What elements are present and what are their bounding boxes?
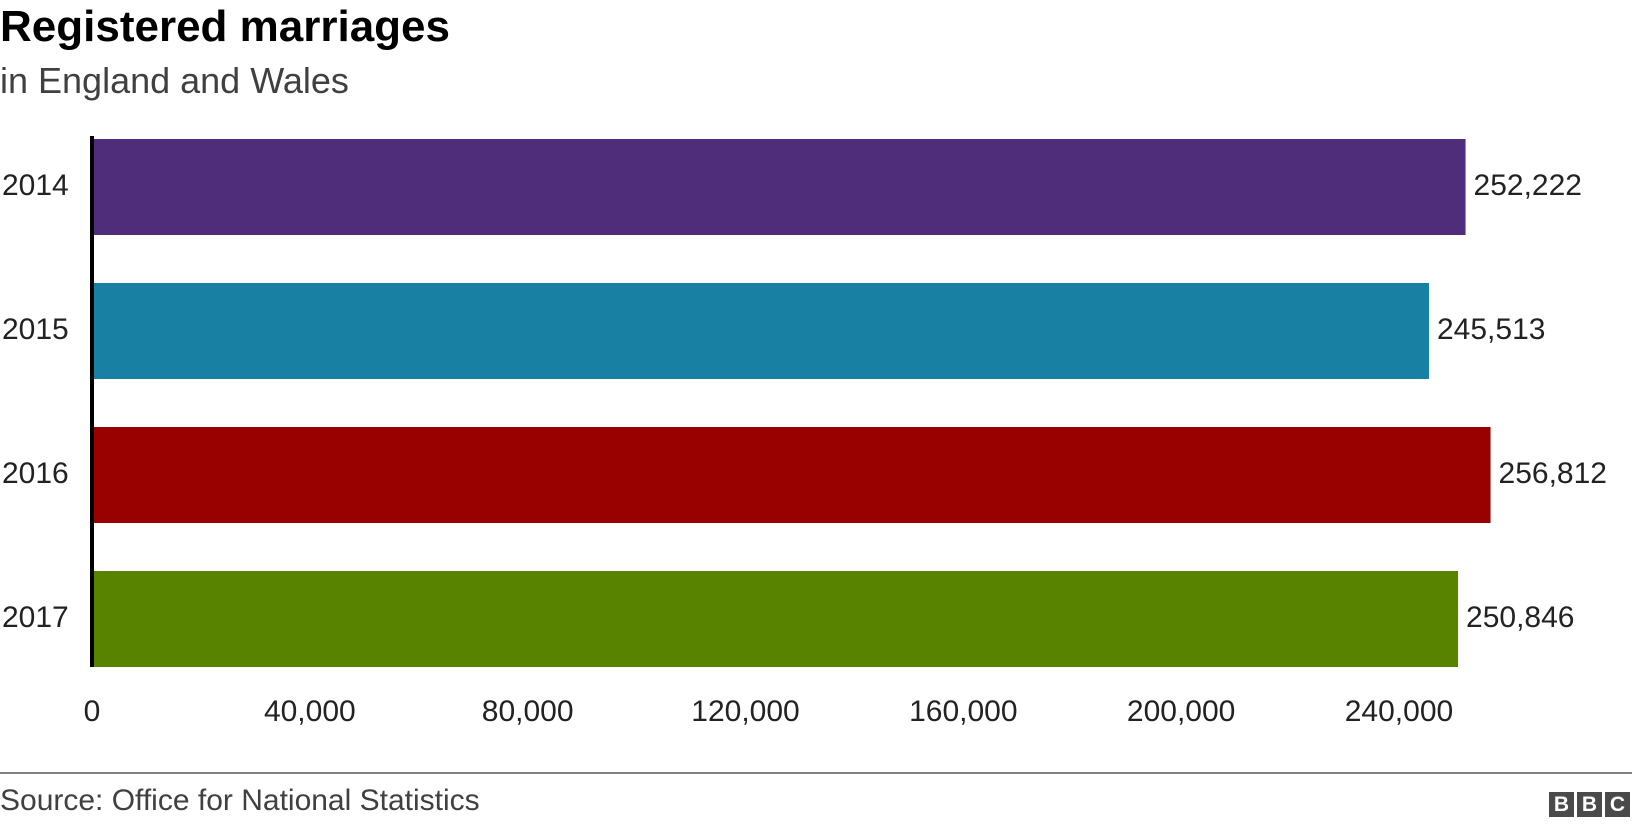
- category-labels: 2014 2015 2016 2017: [2, 169, 69, 634]
- x-tick-label-120000: 120,000: [691, 695, 799, 728]
- bar-2015: [92, 283, 1430, 379]
- chart-title: Registered marriages: [0, 2, 450, 51]
- category-label-2015: 2015: [2, 313, 69, 346]
- value-label-2014: 252,222: [1474, 169, 1582, 202]
- x-tick-label-240000: 240,000: [1345, 695, 1453, 728]
- bar-2016: [92, 427, 1491, 523]
- category-label-2016: 2016: [2, 457, 69, 490]
- value-labels: 252,222 245,513 256,812 250,846: [1437, 169, 1607, 634]
- logo-letter-b1: B: [1549, 792, 1574, 817]
- logo-letter-c: C: [1605, 792, 1630, 817]
- x-tick-label-80000: 80,000: [482, 695, 574, 728]
- bbc-logo: B B C: [1549, 792, 1630, 817]
- x-tick-label-200000: 200,000: [1127, 695, 1235, 728]
- category-label-2014: 2014: [2, 169, 69, 202]
- value-label-2017: 250,846: [1466, 601, 1574, 634]
- x-tick-label-40000: 40,000: [264, 695, 356, 728]
- footer-divider: [0, 772, 1632, 774]
- category-label-2017: 2017: [2, 601, 69, 634]
- source-note: Source: Office for National Statistics: [0, 784, 480, 817]
- logo-letter-b2: B: [1577, 792, 1602, 817]
- chart-subtitle: in England and Wales: [0, 60, 349, 101]
- x-axis-ticks: 0 40,000 80,000 120,000 160,000 200,000 240,00…: [84, 695, 1454, 728]
- bar-2017: [92, 571, 1459, 667]
- bar-2014: [92, 139, 1466, 235]
- x-tick-label-160000: 160,000: [909, 695, 1017, 728]
- value-label-2015: 245,513: [1437, 313, 1545, 346]
- bars-group: [92, 139, 1491, 667]
- x-tick-label-0: 0: [84, 695, 101, 728]
- value-label-2016: 256,812: [1499, 457, 1607, 490]
